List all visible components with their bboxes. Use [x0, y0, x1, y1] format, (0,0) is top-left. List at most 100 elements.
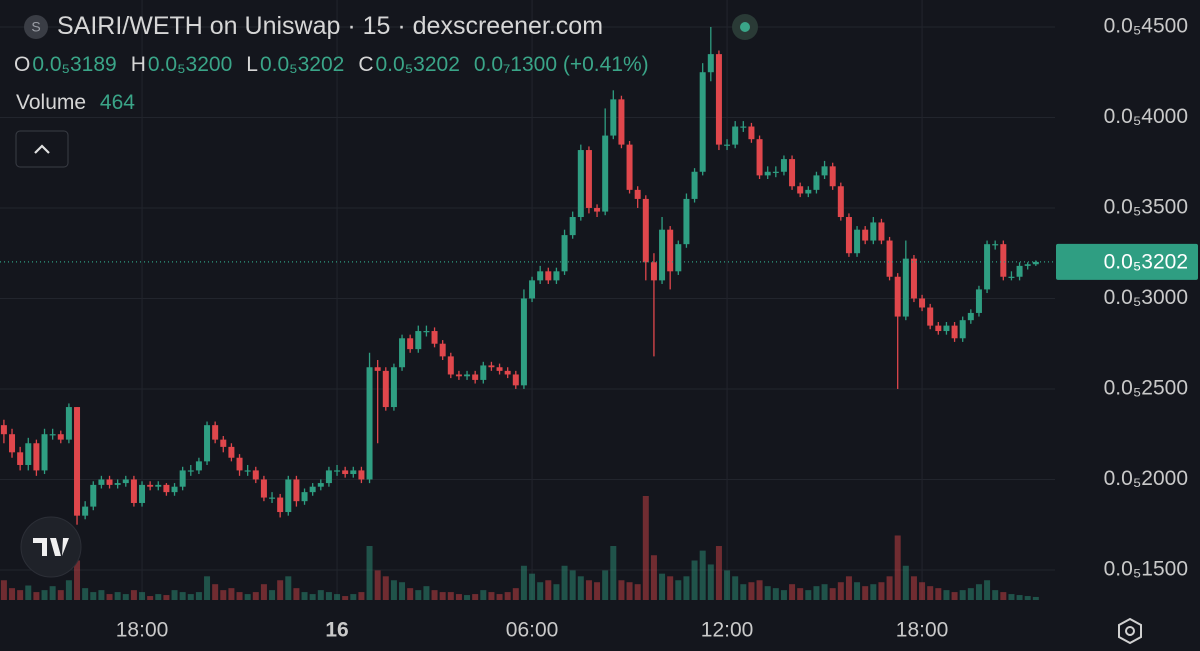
volume-bar: [602, 570, 609, 600]
x-tick-label: 18:00: [116, 619, 169, 642]
candle-body: [155, 484, 162, 487]
volume-bar: [1008, 594, 1015, 600]
candle-body: [845, 217, 852, 254]
candle-body: [748, 126, 755, 140]
volume-bar: [789, 584, 796, 600]
volume-bar: [285, 576, 292, 600]
volume-bar: [1016, 595, 1023, 600]
ohlc-key: C: [358, 53, 374, 76]
volume-bar: [797, 588, 804, 600]
candle-body: [805, 189, 812, 194]
volume-legend-value: 464: [99, 91, 135, 114]
candle-body: [301, 492, 308, 502]
candle-body: [902, 258, 909, 317]
x-tick-label: 06:00: [506, 619, 559, 642]
volume-bar: [439, 592, 446, 600]
tradingview-logo[interactable]: [20, 516, 82, 578]
volume-bar: [675, 580, 682, 600]
volume-bar: [114, 592, 121, 600]
settings-center: [1125, 626, 1135, 636]
settings-hexagon: [1118, 617, 1142, 645]
ohlc-key: O: [14, 53, 31, 76]
volume-bar: [260, 584, 267, 600]
volume-bar: [236, 592, 243, 600]
candle-body: [415, 331, 422, 350]
candle-body: [90, 484, 97, 507]
volume-bar: [204, 576, 211, 600]
ohlc-value: 0.0₅3189: [32, 53, 117, 76]
candle-body: [504, 370, 511, 375]
volume-bar: [317, 590, 324, 600]
volume-bar: [334, 594, 341, 600]
volume-bar: [707, 564, 714, 600]
y-tick-label: 0.0₅3500: [1104, 196, 1188, 219]
volume-bar: [0, 580, 7, 600]
volume-bar: [529, 573, 536, 600]
volume-bar: [293, 588, 300, 600]
y-tick-label: 0.0₅1500: [1104, 558, 1188, 581]
volume-bar: [350, 594, 357, 600]
volume-bar: [65, 580, 72, 600]
volume-bar: [195, 592, 202, 600]
volume-bar: [585, 580, 592, 600]
candle-body: [894, 276, 901, 317]
volume-bar: [740, 584, 747, 600]
volume-bar: [155, 594, 162, 600]
candle-body: [382, 370, 389, 408]
candle-body: [350, 470, 357, 475]
candle-body: [675, 244, 682, 272]
candle-body: [951, 325, 958, 339]
volume-bar: [212, 584, 219, 600]
candle-body: [163, 484, 170, 493]
x-tick-label: 12:00: [701, 619, 754, 642]
volume-bar: [139, 592, 146, 600]
candle-body: [967, 312, 974, 321]
candles: [0, 26, 1039, 525]
candle-body: [374, 367, 381, 371]
candle-body: [447, 356, 454, 375]
grid: [0, 0, 1055, 600]
candle-body: [204, 425, 211, 462]
volume-bar: [415, 590, 422, 600]
volume-bar: [277, 580, 284, 600]
volume-bar: [919, 582, 926, 600]
volume-bar: [455, 594, 462, 600]
volume-bar: [659, 573, 666, 600]
candle-body: [57, 434, 64, 440]
volume-bar: [650, 555, 657, 600]
volume-bar: [667, 576, 674, 600]
volume-bar: [220, 590, 227, 600]
volume-bar: [927, 586, 934, 600]
volume-bar: [147, 596, 154, 600]
candle-body: [49, 434, 56, 436]
candle-body: [821, 166, 828, 176]
volume-bar: [691, 560, 698, 600]
candle-body: [390, 367, 397, 408]
candle-body: [829, 166, 836, 187]
volume-bar: [520, 565, 527, 600]
candle-body: [285, 479, 292, 513]
candle-body: [764, 171, 771, 176]
volume-bar: [967, 588, 974, 600]
candle-body: [667, 229, 674, 272]
candle-body: [114, 483, 121, 485]
candle-body: [407, 338, 414, 350]
volume-bar: [577, 576, 584, 600]
candle-body: [545, 271, 552, 281]
tradingview-mark: [33, 538, 69, 556]
volume-pane: [0, 495, 1039, 600]
settings-icon[interactable]: [1118, 617, 1142, 645]
volume-bar: [910, 576, 917, 600]
ohlc-value: 0.0₅3200: [147, 53, 233, 76]
candle-body: [366, 367, 373, 480]
candle-body: [975, 289, 982, 313]
volume-bar: [488, 592, 495, 600]
volume-bar: [862, 586, 869, 600]
change: 0.0₇1300 (+0.41%): [473, 53, 649, 76]
candle-body: [244, 470, 251, 472]
volume-bar: [748, 582, 755, 600]
candle-body: [260, 479, 267, 498]
ohlc-value: 0.0₅3202: [259, 53, 345, 76]
collapse-button[interactable]: [15, 130, 69, 168]
volume-bar: [49, 586, 56, 600]
